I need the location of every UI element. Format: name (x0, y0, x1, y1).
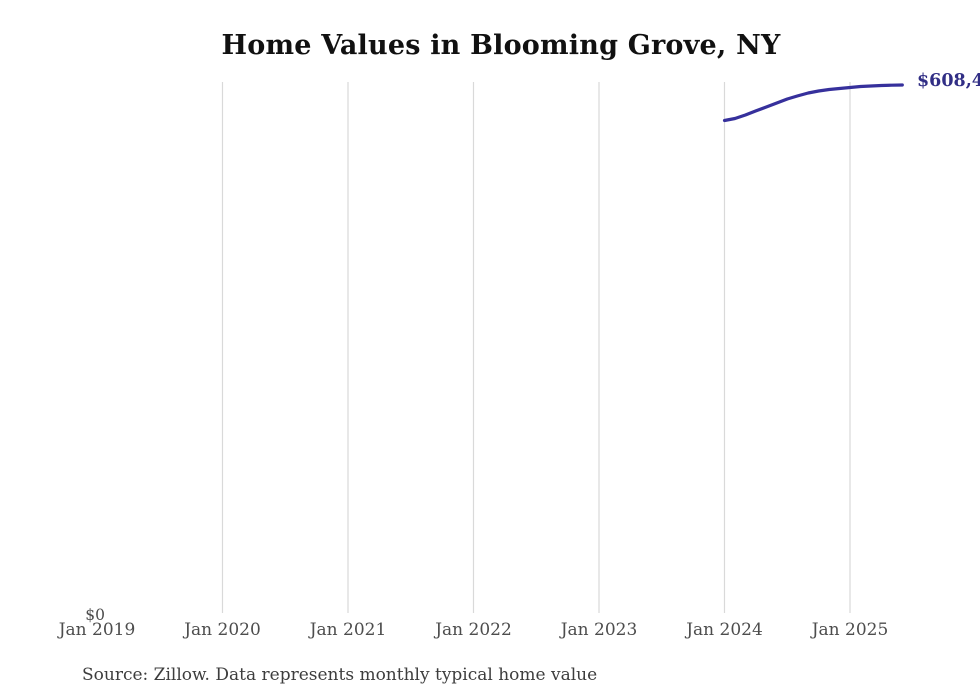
source-note: Source: Zillow. Data represents monthly … (82, 665, 598, 685)
x-tick-label: Jan 2022 (435, 620, 512, 640)
y-axis-zero-label: $0 (85, 606, 105, 624)
x-tick-label: Jan 2019 (58, 620, 136, 640)
x-tick-label: Jan 2023 (560, 620, 638, 640)
x-tick-label: Jan 2020 (184, 620, 261, 640)
chart-title: Home Values in Blooming Grove, NY (221, 30, 781, 61)
x-tick-label: Jan 2025 (811, 620, 889, 640)
series-end-value-label: $608,4 (917, 71, 980, 91)
x-tick-label: Jan 2021 (309, 620, 387, 640)
x-tick-label: Jan 2024 (686, 620, 763, 640)
series-line (722, 83, 904, 123)
